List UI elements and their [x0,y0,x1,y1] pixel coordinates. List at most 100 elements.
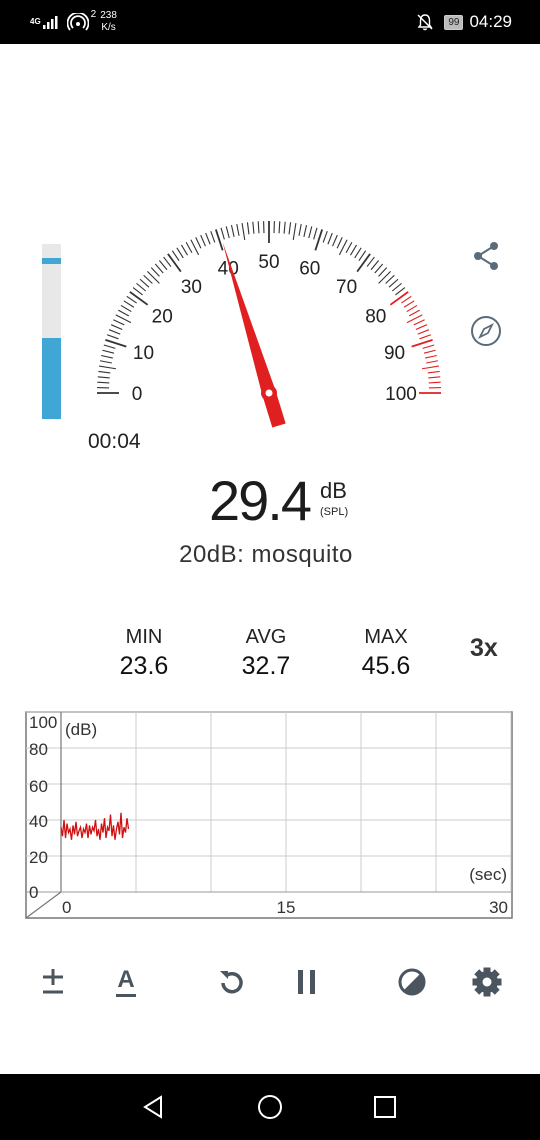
hotspot-icon [66,13,89,31]
gauge-tick [422,344,435,349]
gauge-label: 60 [299,258,320,279]
level-bar [42,244,61,419]
gauge-tick [415,324,428,330]
status-bar: 4G 2 238 K/s 99 04:29 [0,0,540,44]
gauge-tick [385,274,395,284]
gauge-tick [345,242,353,254]
gauge-tick [200,234,206,247]
weighting-button[interactable]: A [104,960,148,1004]
compass-button[interactable] [468,313,504,349]
y-tick-label: 40 [29,812,48,831]
gauge-tick [427,370,440,374]
gauge-tick [210,230,216,243]
gauge-tick [139,278,150,288]
stat-max-value: 45.6 [361,652,411,680]
gauge-tick [426,360,439,364]
gauge-tick [288,222,292,235]
nav-home-button[interactable] [253,1090,287,1124]
y-tick-label: 60 [29,777,48,796]
gauge-tick [313,227,318,240]
gauge-tick [143,274,153,284]
weighting-text: A [117,965,135,993]
gauge-label: 30 [181,277,202,298]
current-reading: 29.4 dB (SPL) [0,470,540,536]
gauge-tick [171,250,180,261]
status-right: 99 04:29 [416,0,512,44]
needle-hub-center [265,389,273,397]
share-button[interactable] [468,238,504,274]
gauge-label: 0 [132,384,143,405]
gauge-tick [366,256,375,267]
recents-icon [374,1096,396,1118]
home-icon [258,1095,282,1119]
gauge-tick [118,309,130,317]
bell-off-icon [417,14,433,31]
network-type: 4G [30,17,41,26]
gauge-tick [378,267,388,277]
settings-button[interactable] [465,960,509,1004]
data-count: 2 [90,8,97,20]
gauge-tick [356,253,371,273]
x-tick-label: 30 [489,898,508,917]
theme-button[interactable] [390,960,434,1004]
gauge-tick [195,237,202,249]
weighting-underline [116,993,136,997]
nav-back-button[interactable] [136,1090,170,1124]
gauge-tick [99,365,116,370]
gear-icon [472,967,502,997]
zoom-button[interactable]: 3x [470,634,498,662]
gauge-tick [374,263,384,274]
y-tick-label: 80 [29,740,48,759]
gauge-tick [120,304,132,313]
gauge-tick [314,229,324,251]
stat-min: MIN 23.6 [84,624,204,682]
level-peak-mark [42,258,61,264]
gauge-tick [292,223,297,240]
reset-icon [220,971,243,994]
gauge-tick [336,237,343,249]
gauge-tick [158,260,168,271]
gauge-tick [176,247,184,259]
gauge-tick [185,242,193,254]
gauge-tick [102,349,115,354]
y-axis-label: (dB) [65,720,97,739]
gauge-label: 50 [258,252,279,273]
gauge-tick [241,223,246,240]
signal-icon [42,16,58,29]
gauge-tick [115,314,132,324]
gauge-tick [303,225,308,237]
weighting-label: A [116,965,136,997]
history-chart: 100 80 60 40 20 0 (dB) (sec) 0 15 30 [25,711,513,919]
gauge-tick [101,354,113,359]
status-left: 4G 2 238 K/s [30,8,117,36]
stat-avg-label: AVG [245,626,287,648]
gauge-tick [132,287,143,296]
gauge-tick [413,319,425,326]
gauge-tick [406,304,418,313]
gauge-tick [388,278,399,288]
gauge-tick [236,223,240,236]
nav-recents-button[interactable] [368,1090,402,1124]
gauge-tick [180,244,189,256]
pause-button[interactable] [285,960,329,1004]
gauge-tick [428,376,441,379]
gauge-tick [423,349,436,354]
chart-series-line [60,812,130,840]
reset-button[interactable] [210,960,254,1004]
reading-value: 29.4 [209,469,312,532]
battery-icon: 99 [444,14,464,30]
stat-avg: AVG 32.7 [206,624,326,682]
gauge-tick [389,291,409,306]
stat-max: MAX 45.6 [326,624,446,682]
gauge-label: 80 [365,306,386,327]
gauge-tick [428,381,441,384]
calibrate-button[interactable] [31,960,75,1004]
gauge-tick [136,282,147,292]
gauge-tick [123,300,135,308]
gauge-tick [106,334,119,340]
gauge-tick [422,365,439,370]
gauge-tick [103,344,116,349]
gauge-label: 70 [336,277,357,298]
gauge-tick [110,324,123,330]
